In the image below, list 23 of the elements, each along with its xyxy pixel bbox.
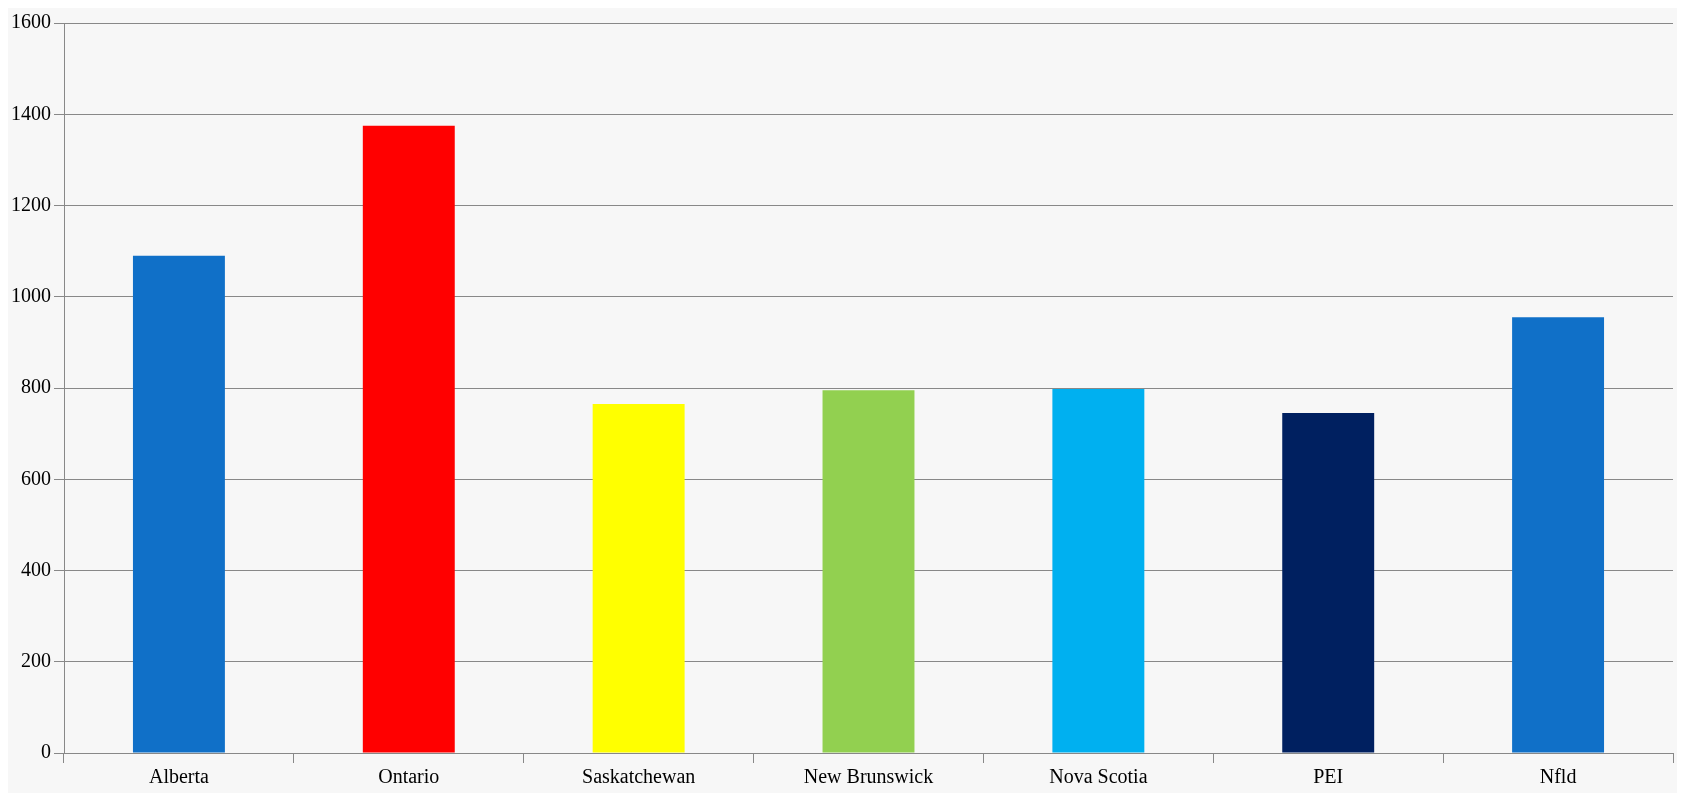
x-tick-label: Saskatchewan	[581, 765, 696, 788]
y-tick-label: 600	[21, 466, 51, 489]
y-tick-label: 1000	[11, 284, 51, 306]
x-tick-label: Ontario	[378, 765, 440, 788]
y-tick-label: 400	[21, 557, 51, 580]
bar	[1512, 317, 1605, 753]
bar	[1282, 413, 1375, 753]
x-tick-label: Alberta	[148, 765, 210, 788]
bar	[1052, 388, 1145, 753]
bar	[592, 403, 685, 753]
x-tick-label: Nova Scotia	[1049, 765, 1148, 788]
y-tick-label: 200	[21, 649, 51, 671]
y-tick-label: 1600	[11, 10, 51, 33]
y-tick-label: 800	[21, 375, 51, 398]
x-tick-label: PEI	[1313, 765, 1344, 788]
x-tick-label: Nfld	[1539, 765, 1577, 788]
y-tick-label: 0	[41, 740, 51, 763]
y-tick-label: 1200	[11, 192, 51, 215]
bar	[132, 255, 225, 753]
bar	[362, 125, 455, 753]
x-tick-label: New Brunswick	[803, 765, 934, 788]
y-tick-label: 1400	[11, 101, 51, 124]
bar	[822, 390, 915, 753]
